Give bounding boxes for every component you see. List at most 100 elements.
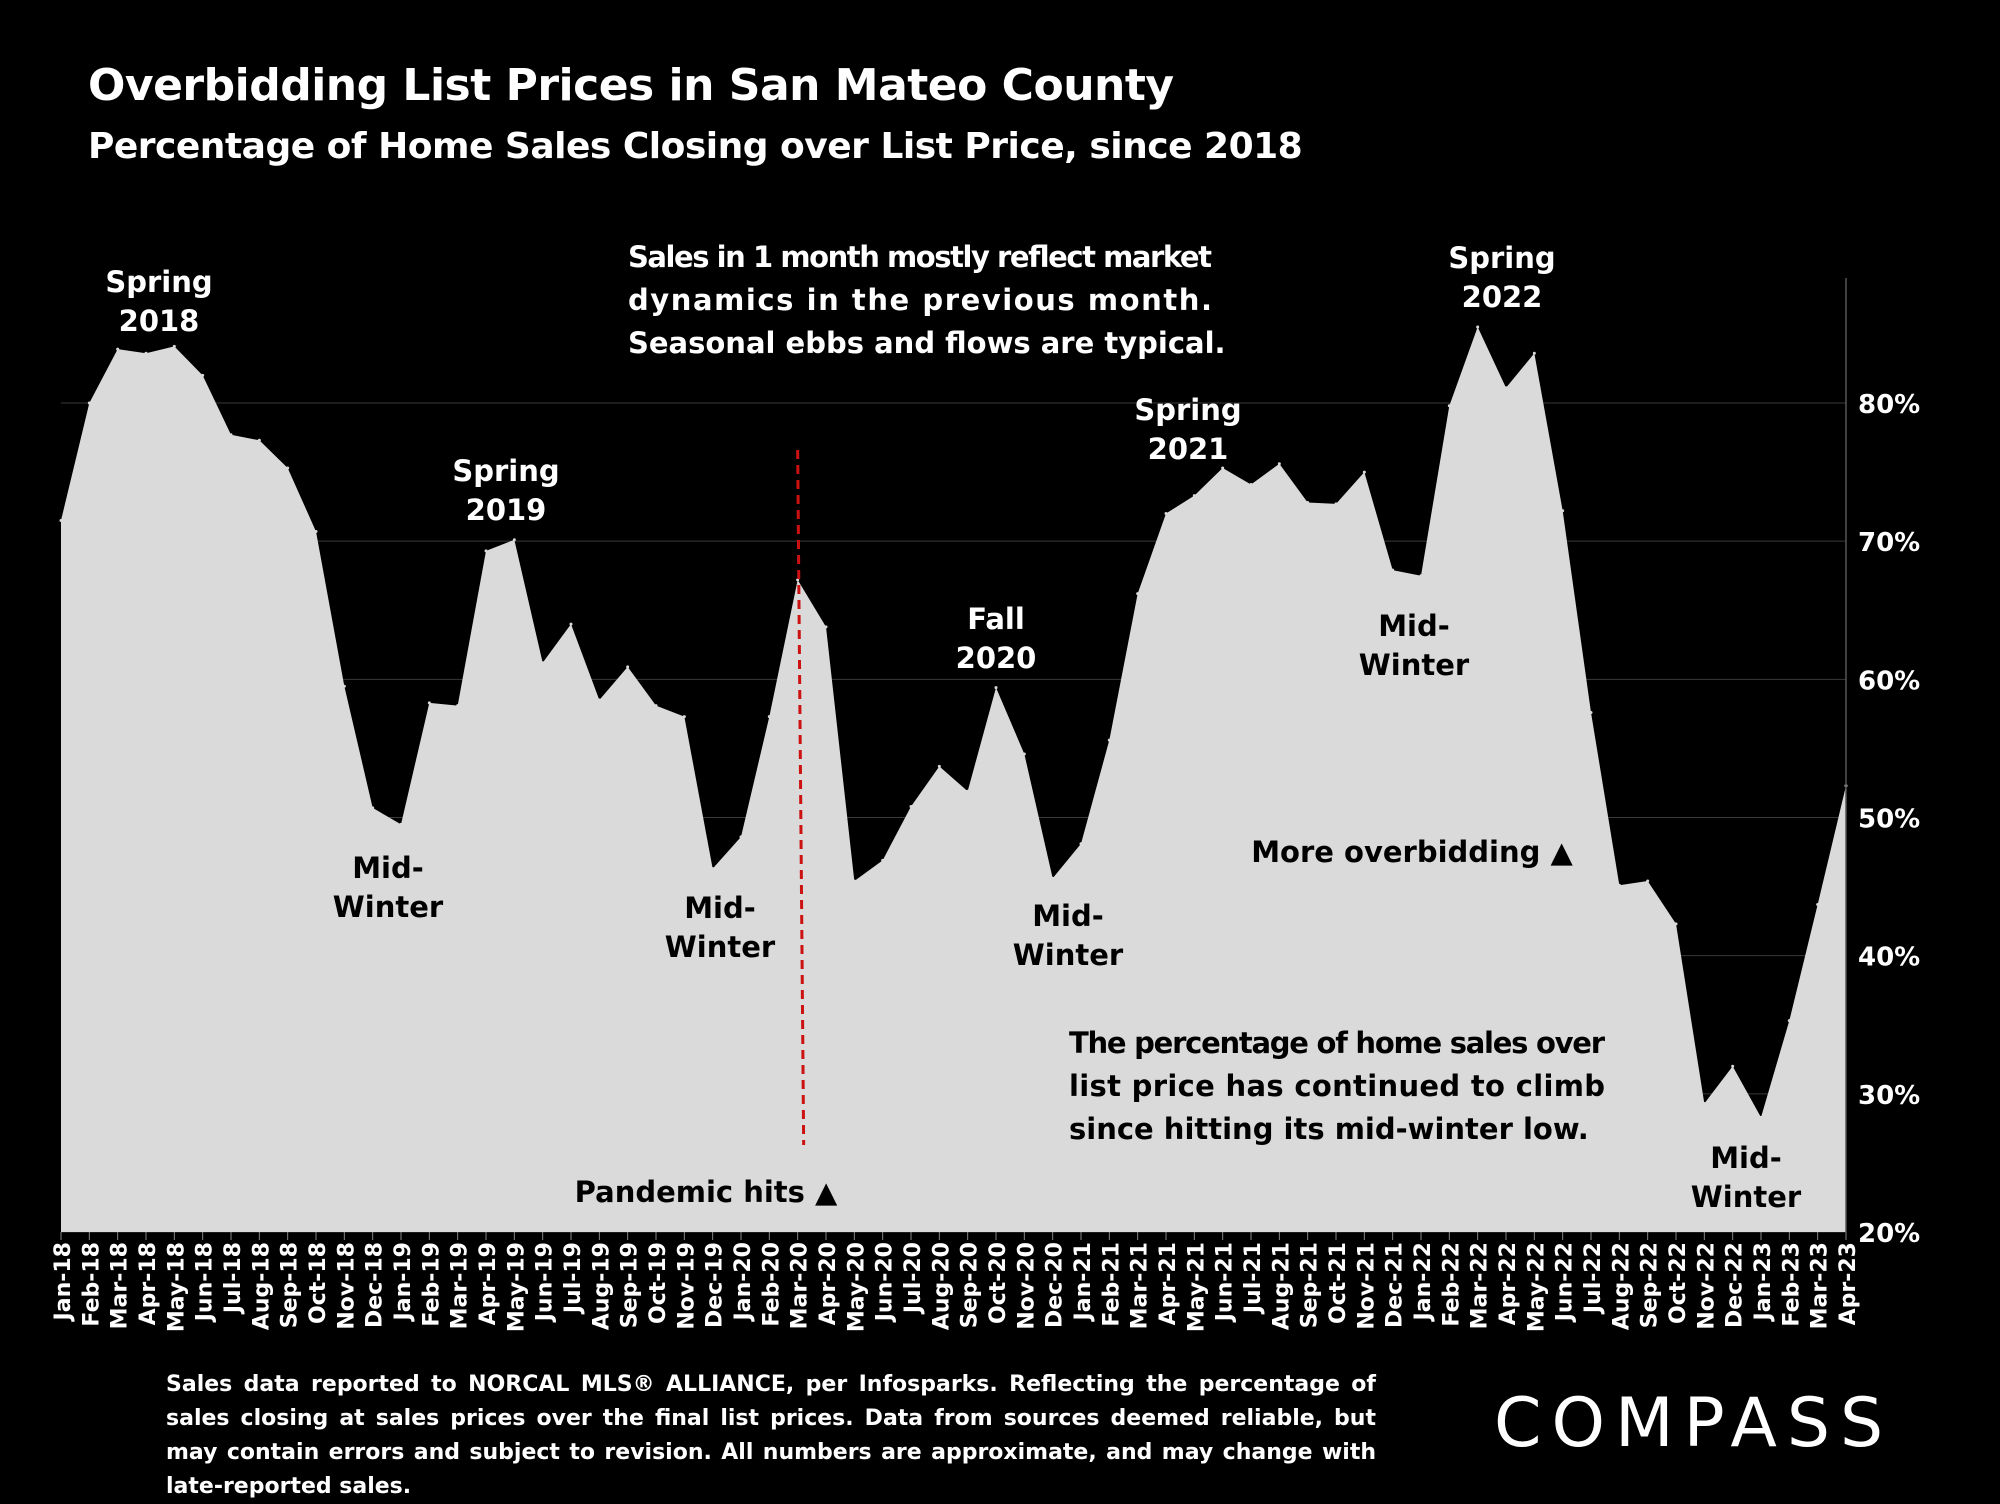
data-point <box>1419 574 1423 578</box>
note-line: since hitting its mid-winter low. <box>1069 1112 1589 1146</box>
annotation-line: Pandemic hits ▲ <box>575 1175 838 1209</box>
annotation-spring-2019: Spring 2019 <box>452 454 559 527</box>
x-tick-label: Apr-22 <box>1496 1242 1521 1325</box>
data-point <box>1334 502 1338 506</box>
data-point <box>1079 842 1083 846</box>
x-tick-label: Jul-19 <box>561 1242 586 1315</box>
x-tick-label: Jul-18 <box>221 1242 246 1315</box>
y-axis: 20% 30% 40% 50% 60% 70% 80% <box>1845 278 1920 1249</box>
x-tick-label: Oct-22 <box>1666 1242 1691 1324</box>
chart-title: Overbidding List Prices in San Mateo Cou… <box>88 60 1174 111</box>
data-point <box>909 804 913 808</box>
x-tick-label: Apr-18 <box>136 1242 161 1325</box>
data-point <box>739 835 743 839</box>
x-tick-label: Apr-20 <box>816 1242 841 1325</box>
annotation-line: Winter <box>665 930 776 964</box>
data-point <box>1702 1102 1706 1106</box>
x-tick-label: Jul-20 <box>901 1242 926 1315</box>
data-point <box>994 686 998 690</box>
x-tick-label: Feb-21 <box>1099 1242 1124 1327</box>
annotation-mid-winter-2021: Mid- Winter <box>1013 899 1124 972</box>
y-tick-label: 80% <box>1858 390 1920 420</box>
x-tick-label: Nov-18 <box>334 1242 359 1330</box>
data-point <box>427 701 431 705</box>
x-tick-label: Nov-19 <box>674 1242 699 1330</box>
annotation-mid-winter-2022: Mid- Winter <box>1359 609 1470 682</box>
data-point <box>767 715 771 719</box>
x-tick-label: Sep-20 <box>958 1242 983 1328</box>
compass-logo: COMPASS <box>1494 1384 1894 1463</box>
annotation-line: Spring <box>452 454 559 488</box>
data-point <box>824 625 828 629</box>
x-tick-label: Aug-20 <box>929 1242 954 1330</box>
x-tick-label: Jul-21 <box>1241 1242 1266 1315</box>
annotation-line: 2021 <box>1148 432 1229 466</box>
data-point <box>144 351 148 355</box>
data-point <box>229 433 233 437</box>
data-point <box>682 715 686 719</box>
x-tick-label: May-22 <box>1524 1242 1549 1332</box>
x-tick-label: Feb-19 <box>419 1242 444 1327</box>
data-point <box>116 347 120 351</box>
notes: Sales in 1 month mostly reflect market dy… <box>628 240 1606 1146</box>
x-tick-label: Jan-19 <box>391 1242 416 1322</box>
note-line: Sales in 1 month mostly reflect market <box>628 240 1212 274</box>
data-point <box>1164 512 1168 516</box>
annotation-line: Winter <box>1691 1180 1802 1214</box>
x-tick-label: Jan-18 <box>51 1242 76 1322</box>
x-tick-label: Sep-21 <box>1298 1242 1323 1328</box>
x-tick-label: Dec-18 <box>363 1242 388 1328</box>
x-tick-label: Feb-22 <box>1439 1242 1464 1327</box>
x-tick-label: Nov-22 <box>1694 1242 1719 1330</box>
x-tick-label: Jul-22 <box>1581 1242 1606 1315</box>
x-tick-label: Aug-19 <box>589 1242 614 1330</box>
x-tick-label: Jan-23 <box>1751 1242 1776 1322</box>
data-point <box>512 538 516 542</box>
x-tick-label: Feb-18 <box>79 1242 104 1327</box>
data-point <box>1107 738 1111 742</box>
x-tick-label: Dec-22 <box>1723 1242 1748 1328</box>
note-line: Seasonal ebbs and flows are typical. <box>628 326 1226 360</box>
data-point <box>87 401 91 405</box>
note-line: The percentage of home sales over <box>1069 1026 1606 1060</box>
x-tick-label: Sep-19 <box>618 1242 643 1328</box>
annotation-mid-winter-2023: Mid- Winter <box>1691 1141 1802 1214</box>
data-point <box>852 879 856 883</box>
x-tick-label: Jan-22 <box>1411 1242 1436 1322</box>
annotation-spring-2018: Spring 2018 <box>105 265 212 338</box>
y-tick-label: 70% <box>1858 528 1920 558</box>
x-tick-label: Nov-21 <box>1354 1242 1379 1330</box>
x-tick-label: Mar-20 <box>788 1242 813 1329</box>
data-point <box>484 549 488 553</box>
note-seasonal: Sales in 1 month mostly reflect market dy… <box>628 240 1226 360</box>
data-point <box>59 518 63 522</box>
data-point <box>966 789 970 793</box>
data-point <box>399 822 403 826</box>
x-tick-label: Sep-18 <box>278 1242 303 1328</box>
data-point <box>314 530 318 533</box>
y-tick-label: 60% <box>1858 666 1920 696</box>
annotation-line: Mid- <box>1032 899 1104 933</box>
data-point <box>1787 1019 1791 1023</box>
annotation-line: 2018 <box>119 304 200 338</box>
x-tick-label: Aug-18 <box>249 1242 274 1330</box>
data-point <box>1504 386 1508 390</box>
data-point <box>1759 1115 1763 1119</box>
data-point <box>1476 325 1480 329</box>
x-tick-label: Mar-19 <box>448 1242 473 1329</box>
annotation-line: Winter <box>1359 648 1470 682</box>
annotation-spring-2022: Spring 2022 <box>1448 241 1555 314</box>
data-point <box>371 806 375 810</box>
annotation-line: Winter <box>333 890 444 924</box>
x-tick-label: Apr-23 <box>1836 1242 1861 1325</box>
data-point <box>937 764 941 768</box>
x-tick-label: May-20 <box>844 1242 869 1332</box>
annotation-line: 2020 <box>956 641 1037 675</box>
data-point <box>626 665 630 669</box>
x-tick-label: Oct-20 <box>986 1242 1011 1324</box>
pandemic-line <box>796 449 806 1146</box>
x-tick-label: Oct-18 <box>306 1242 331 1324</box>
annotation-line: Spring <box>1448 241 1555 275</box>
data-point <box>1022 752 1026 756</box>
pandemic-marker <box>796 449 806 1146</box>
